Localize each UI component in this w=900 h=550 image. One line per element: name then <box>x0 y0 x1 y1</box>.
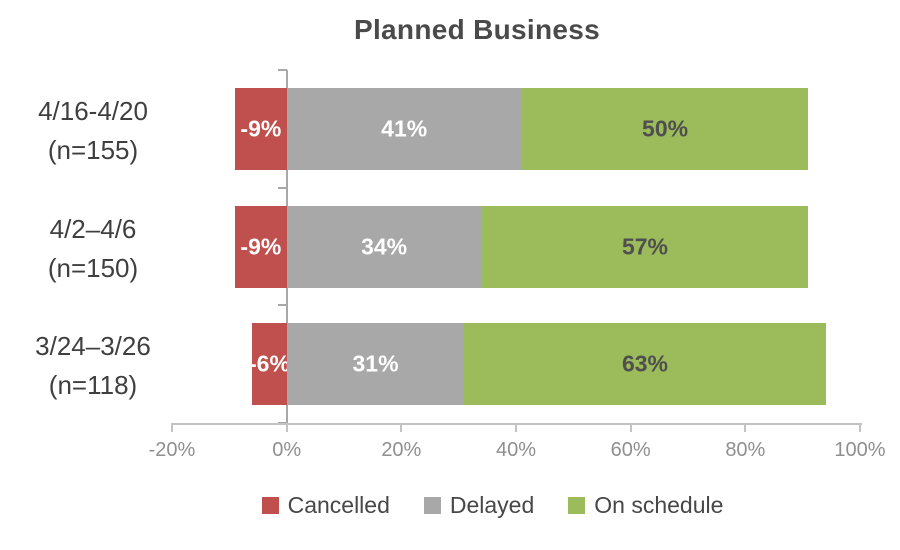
bar-segment-value-label: -6% <box>249 350 290 377</box>
x-axis-tick-label: 60% <box>610 439 651 461</box>
x-axis-tick-label: 40% <box>495 439 537 461</box>
legend-item-cancelled: Cancelled <box>261 491 390 519</box>
bar-segment-value-label: 63% <box>621 350 669 377</box>
bar-segment-value-label: 41% <box>381 115 428 142</box>
bar-segment-cancelled: -9% <box>235 205 287 288</box>
category-label-range: 3/24–3/26 <box>35 331 151 362</box>
x-axis-tick-label: 20% <box>381 439 422 461</box>
category-label-sample-size: (n=118) <box>48 370 138 401</box>
bar-segment-value-label: 34% <box>361 233 408 259</box>
bar-segment-delayed: 41% <box>286 87 522 170</box>
legend-swatch-on-schedule <box>568 496 586 514</box>
legend-label: Delayed <box>449 491 535 518</box>
category-label: 4/16-4/20 (n=155) <box>0 92 186 170</box>
bar-segment-cancelled: -6% <box>249 323 290 406</box>
legend-swatch-cancelled <box>261 496 279 514</box>
x-axis-tick-label: 100% <box>834 439 886 461</box>
x-axis-tick <box>744 423 747 432</box>
category-axis-tick <box>277 186 287 189</box>
legend-label: On schedule <box>594 491 724 518</box>
legend-swatch-delayed <box>423 496 441 514</box>
x-axis-tick <box>400 423 403 432</box>
bar-segment-cancelled: -9% <box>235 87 287 170</box>
x-axis-tick-label: 80% <box>725 439 766 461</box>
bar-segment-delayed: 31% <box>286 323 465 406</box>
bar-segment-on-schedule: 50% <box>521 87 809 170</box>
legend-label: Cancelled <box>287 491 390 518</box>
chart-title: Planned Business <box>354 14 600 45</box>
x-axis-line <box>172 423 862 425</box>
bar-segment-on-schedule: 57% <box>481 205 809 288</box>
category-label-sample-size: (n=150) <box>47 252 139 283</box>
x-axis-tick-label: -20% <box>148 439 196 461</box>
bar-segment-value-label: 57% <box>621 233 669 259</box>
x-axis-tick <box>285 423 288 432</box>
category-axis-tick <box>277 304 287 307</box>
category-label-range: 4/16-4/20 <box>38 95 148 126</box>
bar-segment-value-label: -9% <box>240 115 282 142</box>
category-label: 4/2–4/6 (n=150) <box>0 210 186 288</box>
category-axis-tick <box>277 69 287 71</box>
x-axis-tick <box>515 423 517 432</box>
bar-segment-value-label: 31% <box>352 350 399 377</box>
bar-segment-on-schedule: 63% <box>464 323 826 406</box>
bar-segment-delayed: 34% <box>286 205 482 288</box>
x-axis-tick-label: 0% <box>272 439 302 461</box>
bar-segment-value-label: -9% <box>240 233 282 259</box>
x-axis-tick <box>171 423 173 432</box>
category-label-sample-size: (n=155) <box>47 134 139 165</box>
legend-item-delayed: Delayed <box>423 491 535 519</box>
category-label: 3/24–3/26 (n=118) <box>0 327 186 405</box>
category-label-range: 4/2–4/6 <box>49 213 137 244</box>
x-axis-tick <box>629 423 632 432</box>
bar-segment-value-label: 50% <box>642 115 689 142</box>
x-axis-tick <box>859 423 861 432</box>
legend: Cancelled Delayed On schedule <box>85 489 900 521</box>
legend-item-on-schedule: On schedule <box>568 492 723 519</box>
